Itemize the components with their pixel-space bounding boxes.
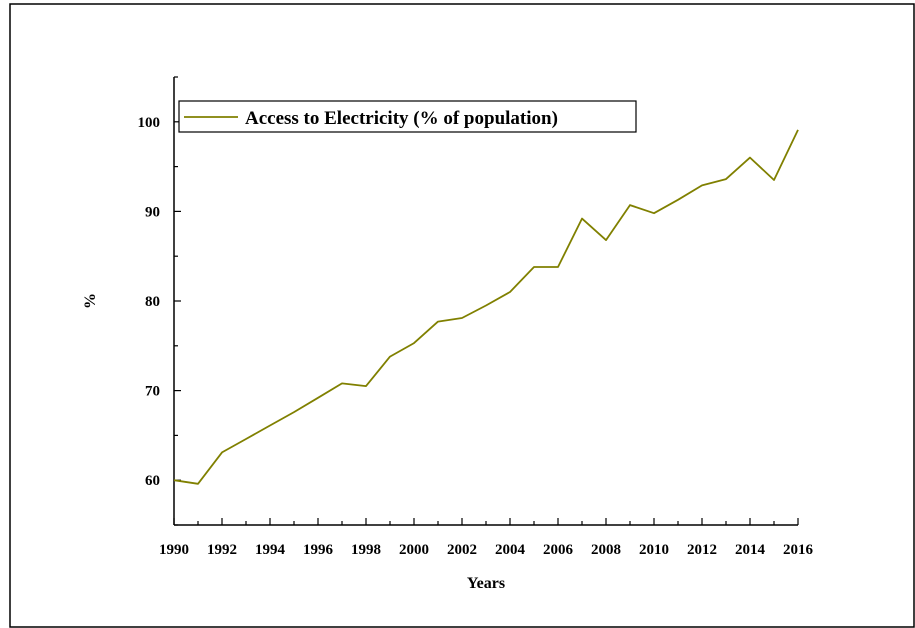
- x-tick-label: 1998: [351, 542, 381, 558]
- ticks: 1990 1992 1994 1996 1998 2000 2002 2004 2006 2008…: [138, 76, 814, 558]
- x-tick-label: 2016: [783, 542, 814, 558]
- y-tick-label: 70: [145, 384, 160, 400]
- x-tick-label: 2008: [591, 542, 621, 558]
- series-line: [173, 129, 799, 485]
- x-tick-label: 2010: [639, 542, 669, 558]
- x-tick-label: 2002: [447, 542, 477, 558]
- y-tick-label: 60: [145, 473, 160, 489]
- axes: [173, 77, 798, 526]
- y-tick-label: 100: [138, 115, 161, 131]
- x-tick-label: 1994: [255, 542, 286, 558]
- y-tick-label: 80: [145, 294, 160, 310]
- x-tick-label: 1992: [207, 542, 237, 558]
- x-tick-label: 2014: [735, 542, 766, 558]
- x-tick-label: 2004: [495, 542, 526, 558]
- x-tick-label: 1996: [303, 542, 334, 558]
- legend-label: Access to Electricity (% of population): [245, 108, 558, 129]
- x-tick-label: 2006: [543, 542, 574, 558]
- legend-box: [178, 100, 637, 133]
- legend: Access to Electricity (% of population): [178, 100, 637, 133]
- y-tick-label: 90: [145, 204, 160, 220]
- x-tick-label: 2000: [399, 542, 429, 558]
- x-tick-label: 1990: [159, 542, 189, 558]
- x-axis-label: Years: [467, 575, 505, 592]
- x-tick-label: 2012: [687, 542, 717, 558]
- frame-border: [9, 3, 915, 628]
- y-axis-label: %: [82, 293, 99, 309]
- series-group: [173, 129, 799, 485]
